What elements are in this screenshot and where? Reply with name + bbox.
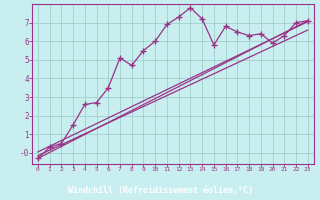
Text: Windchill (Refroidissement éolien,°C): Windchill (Refroidissement éolien,°C) (68, 186, 252, 196)
